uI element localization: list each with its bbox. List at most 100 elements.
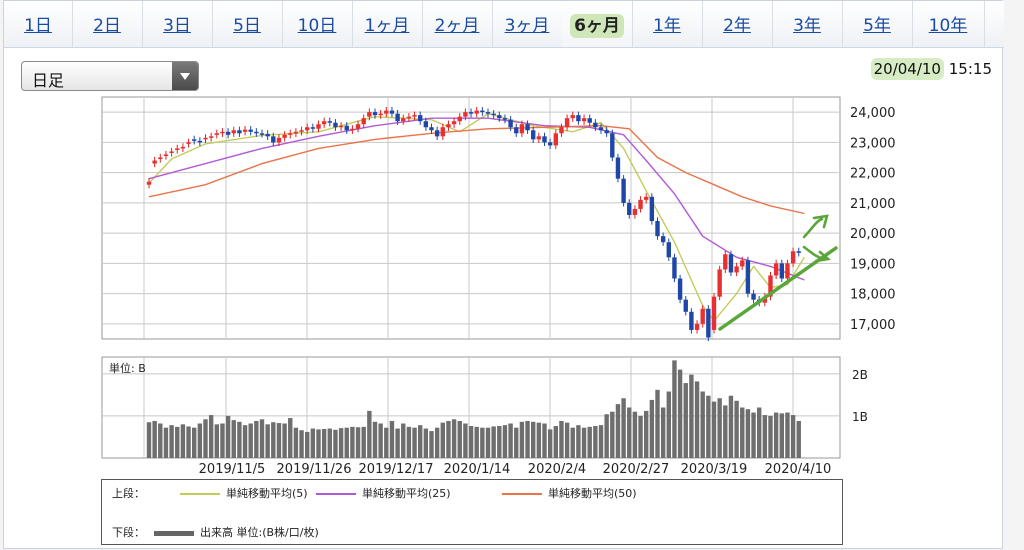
- volume-y-tick: 1B: [852, 410, 868, 424]
- volume-bar: [734, 400, 739, 458]
- volume-bar: [660, 407, 666, 458]
- volume-bar: [163, 427, 169, 458]
- candle-body: [655, 221, 660, 237]
- volume-bar: [418, 425, 423, 458]
- candle-body: [525, 124, 530, 131]
- volume-bar: [547, 429, 553, 458]
- volume-bar: [717, 398, 722, 458]
- volume-bar: [282, 423, 287, 458]
- candle-body: [587, 118, 592, 123]
- volume-bar: [531, 421, 536, 458]
- candle-body: [542, 136, 547, 143]
- volume-bar: [745, 409, 751, 458]
- volume-y-tick: 2B: [852, 368, 868, 382]
- volume-bar: [694, 381, 700, 458]
- volume-bar: [372, 421, 378, 458]
- volume-bar: [242, 425, 248, 458]
- volume-bar: [598, 425, 604, 458]
- volume-bar: [576, 425, 581, 458]
- candle-body: [677, 278, 683, 300]
- tab-2[interactable]: 2日: [72, 1, 143, 47]
- volume-unit-label: 単位: B: [109, 361, 146, 375]
- tab-1[interactable]: 1日: [4, 1, 73, 47]
- volume-bar: [333, 429, 338, 458]
- candle-body: [660, 236, 666, 243]
- down-arrow-annotation: [802, 245, 831, 263]
- volume-bar: [796, 420, 801, 458]
- candle-body: [214, 133, 219, 135]
- volume-bar: [338, 428, 344, 458]
- chart-legend: 上段： 単純移動平均(5) 単純移動平均(25) 単純移動平均(50) 下段： …: [101, 479, 843, 545]
- volume-bar: [581, 427, 587, 458]
- candle-body: [497, 115, 502, 119]
- volume-bar: [350, 426, 355, 458]
- x-tick-label: 2020/2/27: [603, 462, 670, 477]
- candle-body: [773, 263, 779, 276]
- volume-bar: [514, 427, 519, 458]
- volume-bar: [152, 420, 157, 458]
- volume-bar: [146, 422, 152, 458]
- tab-6[interactable]: 1ヶ月: [352, 1, 423, 47]
- candle-body: [333, 122, 338, 128]
- volume-bar: [288, 418, 293, 458]
- tab-3[interactable]: 3日: [142, 1, 213, 47]
- tab-10[interactable]: 1年: [632, 1, 703, 47]
- up-arrow-annotation: [802, 214, 829, 239]
- volume-bar: [367, 410, 372, 458]
- candle-body: [192, 139, 197, 141]
- tab-label: 5年: [863, 16, 891, 36]
- volume-bar: [519, 421, 525, 458]
- volume-bar: [587, 426, 592, 458]
- volume-bar: [666, 391, 671, 458]
- volume-bar: [502, 425, 508, 458]
- candle-body: [514, 127, 519, 134]
- candle-body: [434, 130, 440, 137]
- volume-bar: [621, 398, 626, 458]
- tab-4[interactable]: 5日: [212, 1, 283, 47]
- volume-bar: [463, 423, 468, 458]
- period-select[interactable]: 日足: [21, 61, 199, 91]
- volume-bar: [632, 411, 638, 458]
- candle-body: [672, 257, 677, 279]
- volume-bar: [649, 399, 655, 458]
- legend-ma5-swatch: [180, 493, 220, 495]
- volume-bar: [305, 431, 310, 458]
- tab-9[interactable]: 6ヶ月: [562, 1, 633, 47]
- candle-body: [305, 127, 310, 131]
- volume-bar: [700, 391, 705, 458]
- tab-12[interactable]: 3年: [772, 1, 843, 47]
- volume-bar: [615, 404, 621, 458]
- x-tick-label: 2020/4/10: [765, 462, 832, 477]
- chevron-down-icon[interactable]: [172, 62, 198, 90]
- candle-body: [723, 254, 728, 270]
- volume-bar: [491, 426, 496, 458]
- candle-body: [197, 140, 203, 143]
- tab-5[interactable]: 10日: [282, 1, 353, 47]
- tab-7[interactable]: 2ヶ月: [422, 1, 493, 47]
- candle-body: [158, 157, 163, 160]
- candle-body: [293, 131, 299, 134]
- volume-bar: [384, 427, 389, 458]
- price-y-tick: 18,000: [850, 288, 896, 303]
- candle-body: [389, 110, 395, 114]
- candle-body: [288, 133, 293, 135]
- candle-body: [751, 293, 756, 300]
- candle-body: [790, 251, 796, 264]
- candle-body: [745, 260, 751, 294]
- candle-body: [259, 133, 265, 135]
- candle-body: [666, 242, 671, 258]
- candle-body: [468, 112, 474, 114]
- x-tick-label: 2020/2/4: [528, 462, 586, 477]
- tab-13[interactable]: 5年: [842, 1, 913, 47]
- volume-bar: [254, 420, 259, 458]
- price-y-tick: 17,000: [850, 318, 896, 333]
- candle-body: [401, 118, 406, 122]
- volume-bar: [169, 425, 174, 458]
- candle-body: [734, 266, 739, 273]
- legend-ma25: 単純移動平均(25): [316, 485, 451, 501]
- volume-bar: [440, 422, 445, 458]
- candle-body: [570, 115, 575, 119]
- tab-14[interactable]: 10年: [912, 1, 985, 47]
- tab-11[interactable]: 2年: [702, 1, 773, 47]
- volume-bar: [401, 423, 406, 458]
